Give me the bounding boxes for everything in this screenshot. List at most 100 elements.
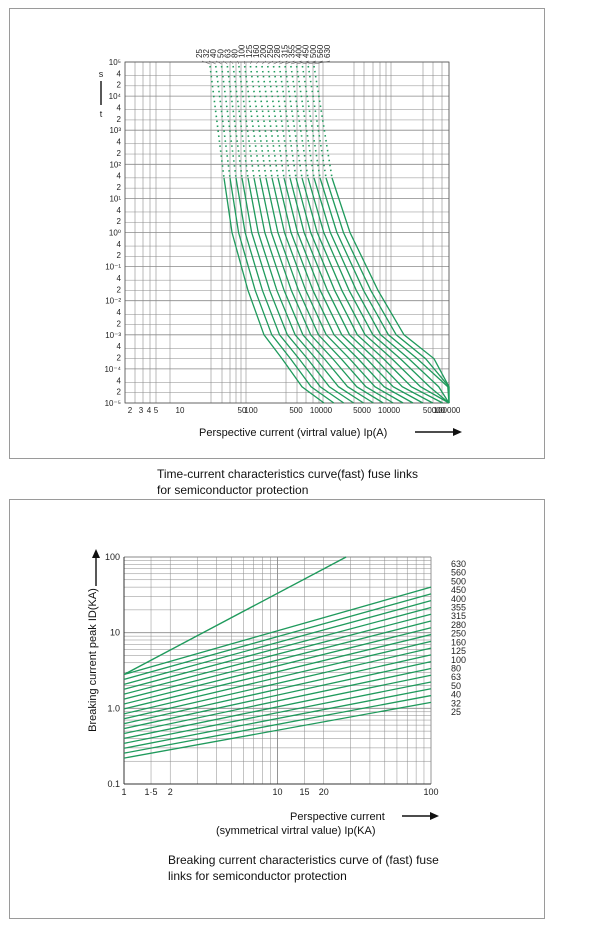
breaking-current-line-63 (123, 674, 432, 740)
time-current-series-label: 50 (216, 49, 225, 58)
breaking-current-series-label: 63 (451, 672, 461, 682)
time-current-curve-315 (295, 177, 443, 404)
time-current-label-leader (285, 60, 295, 65)
breaking-current-line-500 (123, 600, 432, 685)
time-current-curve-80 (253, 177, 374, 404)
time-current-series-label: 280 (273, 44, 282, 58)
breaking-current-series-label: 25 (451, 707, 461, 717)
time-current-curve-160 (271, 177, 404, 404)
time-current-label-leader (250, 60, 253, 65)
time-current-y-tick: 2 (117, 81, 122, 90)
time-current-series-label: 100 (238, 44, 247, 58)
time-current-curve-630 (331, 177, 450, 403)
time-current-x-tick: 500 (289, 406, 303, 415)
breaking-current-x-tick: 2 (168, 787, 173, 797)
breaking-current-series-label: 250 (451, 629, 466, 639)
time-current-curves (201, 60, 450, 404)
breaking-current-line-125 (123, 654, 432, 725)
time-current-series-label: 500 (309, 44, 318, 58)
breaking-current-line-560 (123, 593, 432, 681)
time-current-series-label: 630 (323, 44, 332, 58)
breaking-current-series-label: 315 (451, 611, 466, 621)
time-current-curve-dotted (255, 65, 273, 178)
time-current-y-tick: 10⁻² (105, 297, 121, 306)
time-current-label-leader (267, 60, 274, 65)
time-current-caption-line-1: Time-current characteristics curve(fast)… (157, 467, 418, 481)
time-current-x-tick: 50000 (423, 406, 446, 415)
time-current-x-tick: 5000 (353, 406, 371, 415)
breaking-current-series-label: 160 (451, 637, 466, 647)
breaking-current-line-250 (123, 640, 432, 715)
time-current-label-leader (209, 60, 216, 65)
time-current-y-tick: 10⁻¹ (105, 263, 121, 272)
time-current-y-tick: 4 (117, 206, 122, 215)
breaking-current-series-label: 50 (451, 681, 461, 691)
time-current-y-tick: 4 (117, 342, 122, 351)
breaking-current-x-tick: 20 (319, 787, 329, 797)
time-current-x-tick: 10 (176, 406, 185, 415)
time-current-y-tick: 10⁻⁴ (104, 365, 121, 374)
time-current-y-tick: 2 (117, 354, 122, 363)
time-current-series-label: 315 (280, 44, 289, 58)
time-current-y-tick: 2 (117, 149, 122, 158)
time-current-curve-40 (235, 177, 345, 404)
breaking-current-line-80 (123, 667, 432, 735)
time-current-label-leader (256, 60, 260, 65)
time-current-curve-32 (229, 177, 335, 404)
breaking-current-line-630 (123, 586, 432, 676)
time-current-curve-dotted (249, 65, 267, 178)
time-current-y-tick: 10⁵ (109, 58, 121, 67)
time-current-y-tick: 2 (117, 319, 122, 328)
time-current-y-label-bottom: t (100, 109, 103, 119)
breaking-current-line-40 (123, 688, 432, 749)
breaking-current-series-label: 450 (451, 585, 466, 595)
time-current-curve-dotted (214, 65, 231, 178)
time-current-plot-frame (124, 61, 450, 404)
time-current-label-leader (230, 60, 234, 65)
time-current-y-tick: 2 (117, 183, 122, 192)
time-current-label-leader (308, 60, 323, 65)
time-current-y-tick: 10² (109, 160, 121, 169)
breaking-current-line-100 (123, 661, 432, 730)
breaking-current-line-280 (123, 633, 432, 710)
breaking-current-x-label-line-2: (symmetrical virtral value) Ip(KA) (216, 825, 376, 837)
time-current-label-leader (216, 60, 222, 65)
time-current-caption-line-2: for semiconductor protection (157, 483, 309, 497)
time-current-curve-63 (247, 177, 364, 404)
time-current-label-leader (313, 60, 331, 65)
breaking-current-caption-line-1: Breaking current characteristics curve o… (168, 853, 439, 867)
breaking-current-series-label: 630 (451, 559, 466, 569)
time-current-curve-dotted (220, 65, 237, 178)
time-current-chart-panel: 10⁵ 4 2 10⁴ 4 2 10³ 4 2 10² 4 2 10¹ 4 2 10⁰ 4 2 10⁻¹ 4 2 10⁻²… (9, 8, 545, 459)
time-current-curve-50 (241, 177, 355, 404)
time-current-series-label: 200 (259, 44, 268, 58)
time-current-curve-125 (265, 177, 394, 404)
breaking-current-line-160 (123, 647, 432, 720)
breaking-current-envelope-line (123, 556, 347, 676)
breaking-current-y-tick: 100 (105, 552, 120, 562)
time-current-x-tick: 5 (154, 406, 159, 415)
time-current-label-leader (261, 60, 267, 65)
time-current-y-tick: 4 (117, 308, 122, 317)
time-current-x-tick: 10000 (310, 406, 333, 415)
time-current-y-tick: 4 (117, 376, 122, 385)
breaking-current-y-arrow-head (92, 549, 100, 558)
time-current-series-label: 32 (202, 49, 211, 58)
breaking-current-series-label: 32 (451, 698, 461, 708)
time-current-x-tick: 4 (147, 406, 152, 415)
breaking-current-chart: 100 10 1.0 0.11 1·5 2 10 15 20 100 Breaking curren… (87, 549, 466, 837)
time-current-label-leader (302, 60, 316, 65)
time-current-label-leader (223, 60, 228, 65)
time-current-curve-dotted (232, 65, 249, 178)
breaking-current-series-label: 500 (451, 576, 466, 586)
time-current-label-leader (290, 60, 302, 65)
time-current-x-tick: 100 (244, 406, 258, 415)
time-current-y-tick: 2 (117, 388, 122, 397)
time-current-y-tick: 10³ (109, 126, 121, 135)
time-current-y-tick: 10¹ (109, 194, 121, 203)
time-current-label-leader (237, 60, 240, 65)
time-current-x-tick: 3 (139, 406, 144, 415)
time-current-y-tick: 10⁻⁵ (105, 399, 121, 408)
breaking-current-caption: Breaking current characteristics curve o… (168, 852, 458, 884)
time-current-series-label: 160 (252, 44, 261, 58)
